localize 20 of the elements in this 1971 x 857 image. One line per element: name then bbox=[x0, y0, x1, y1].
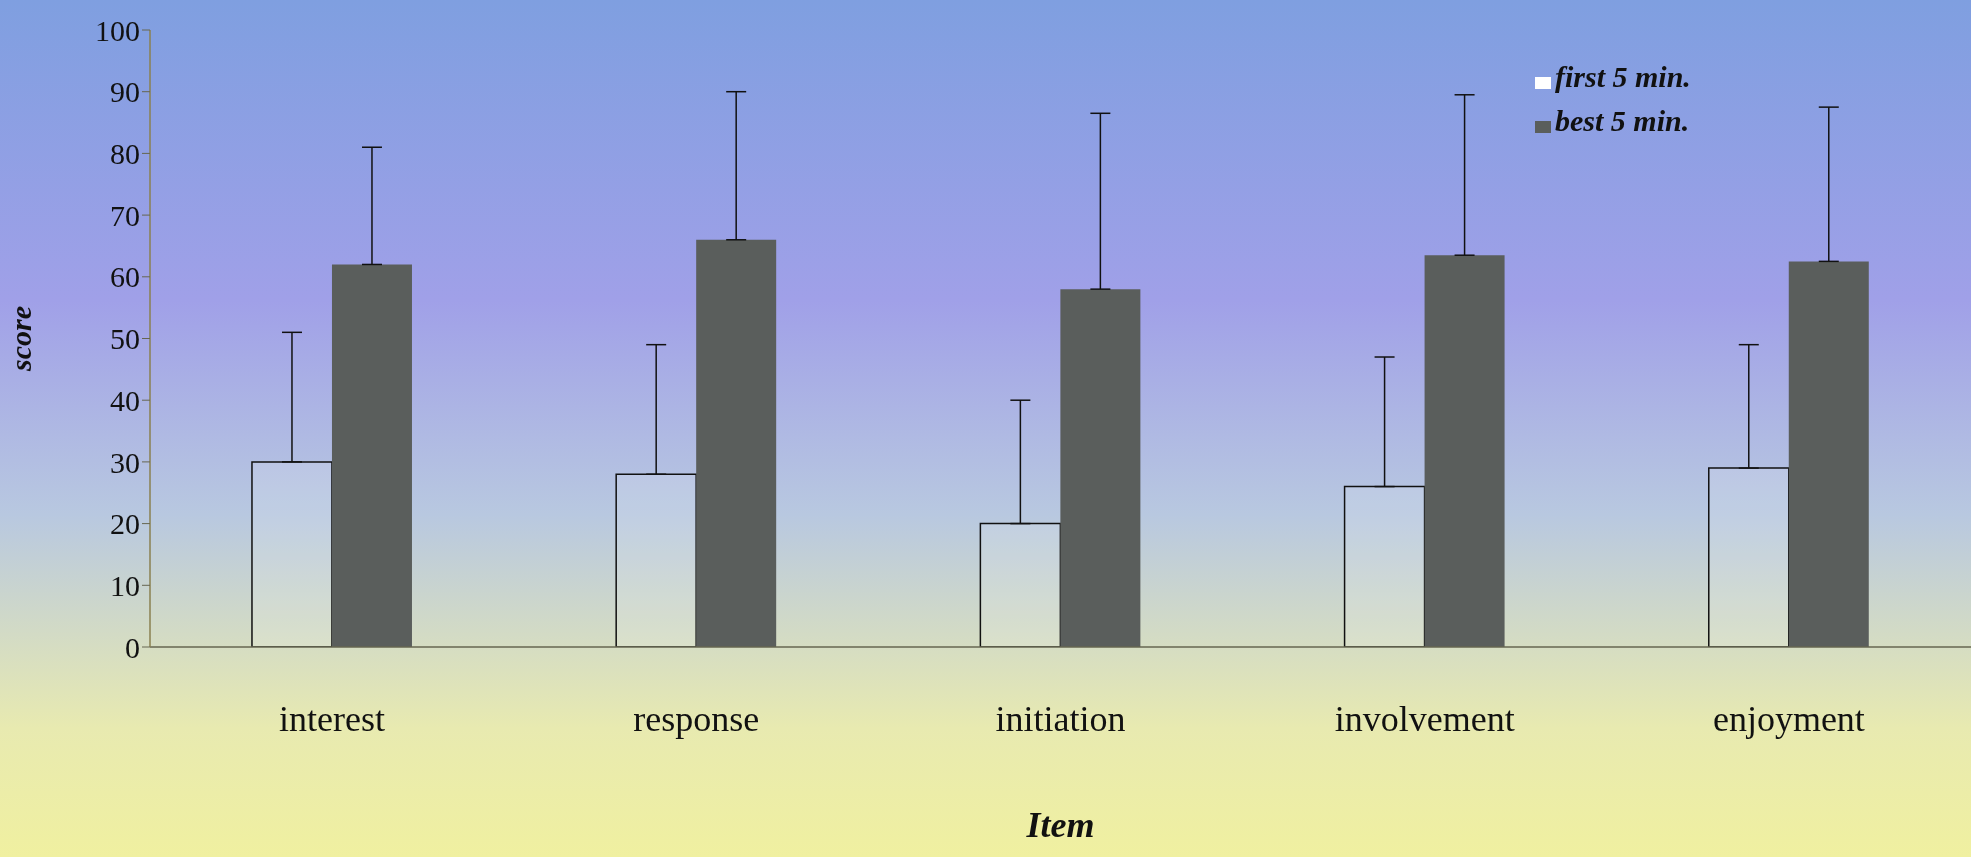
y-tick-label: 20 bbox=[110, 507, 140, 541]
x-tick-label: enjoyment bbox=[1712, 698, 1865, 739]
x-tick-label: initiation bbox=[995, 698, 1126, 739]
y-tick-label: 10 bbox=[110, 568, 140, 602]
legend-label: best 5 min. bbox=[1555, 104, 1690, 137]
y-axis-title: score bbox=[3, 306, 37, 372]
x-tick-label: involvement bbox=[1334, 698, 1515, 739]
y-tick-label: 50 bbox=[110, 322, 140, 356]
y-tick-label: 0 bbox=[125, 630, 140, 664]
y-tick-label: 100 bbox=[95, 13, 140, 47]
x-tick-label: response bbox=[633, 698, 760, 739]
y-tick-label: 80 bbox=[110, 137, 140, 171]
y-tick-label: 30 bbox=[110, 445, 140, 479]
y-tick-label: 90 bbox=[110, 75, 140, 109]
legend-label: first 5 min. bbox=[1555, 60, 1691, 93]
x-tick-label: interest bbox=[279, 698, 386, 739]
y-tick-label: 40 bbox=[110, 383, 140, 417]
x-axis-title: Item bbox=[1025, 805, 1095, 845]
y-tick-label: 70 bbox=[110, 198, 140, 232]
y-tick-label: 60 bbox=[110, 260, 140, 294]
